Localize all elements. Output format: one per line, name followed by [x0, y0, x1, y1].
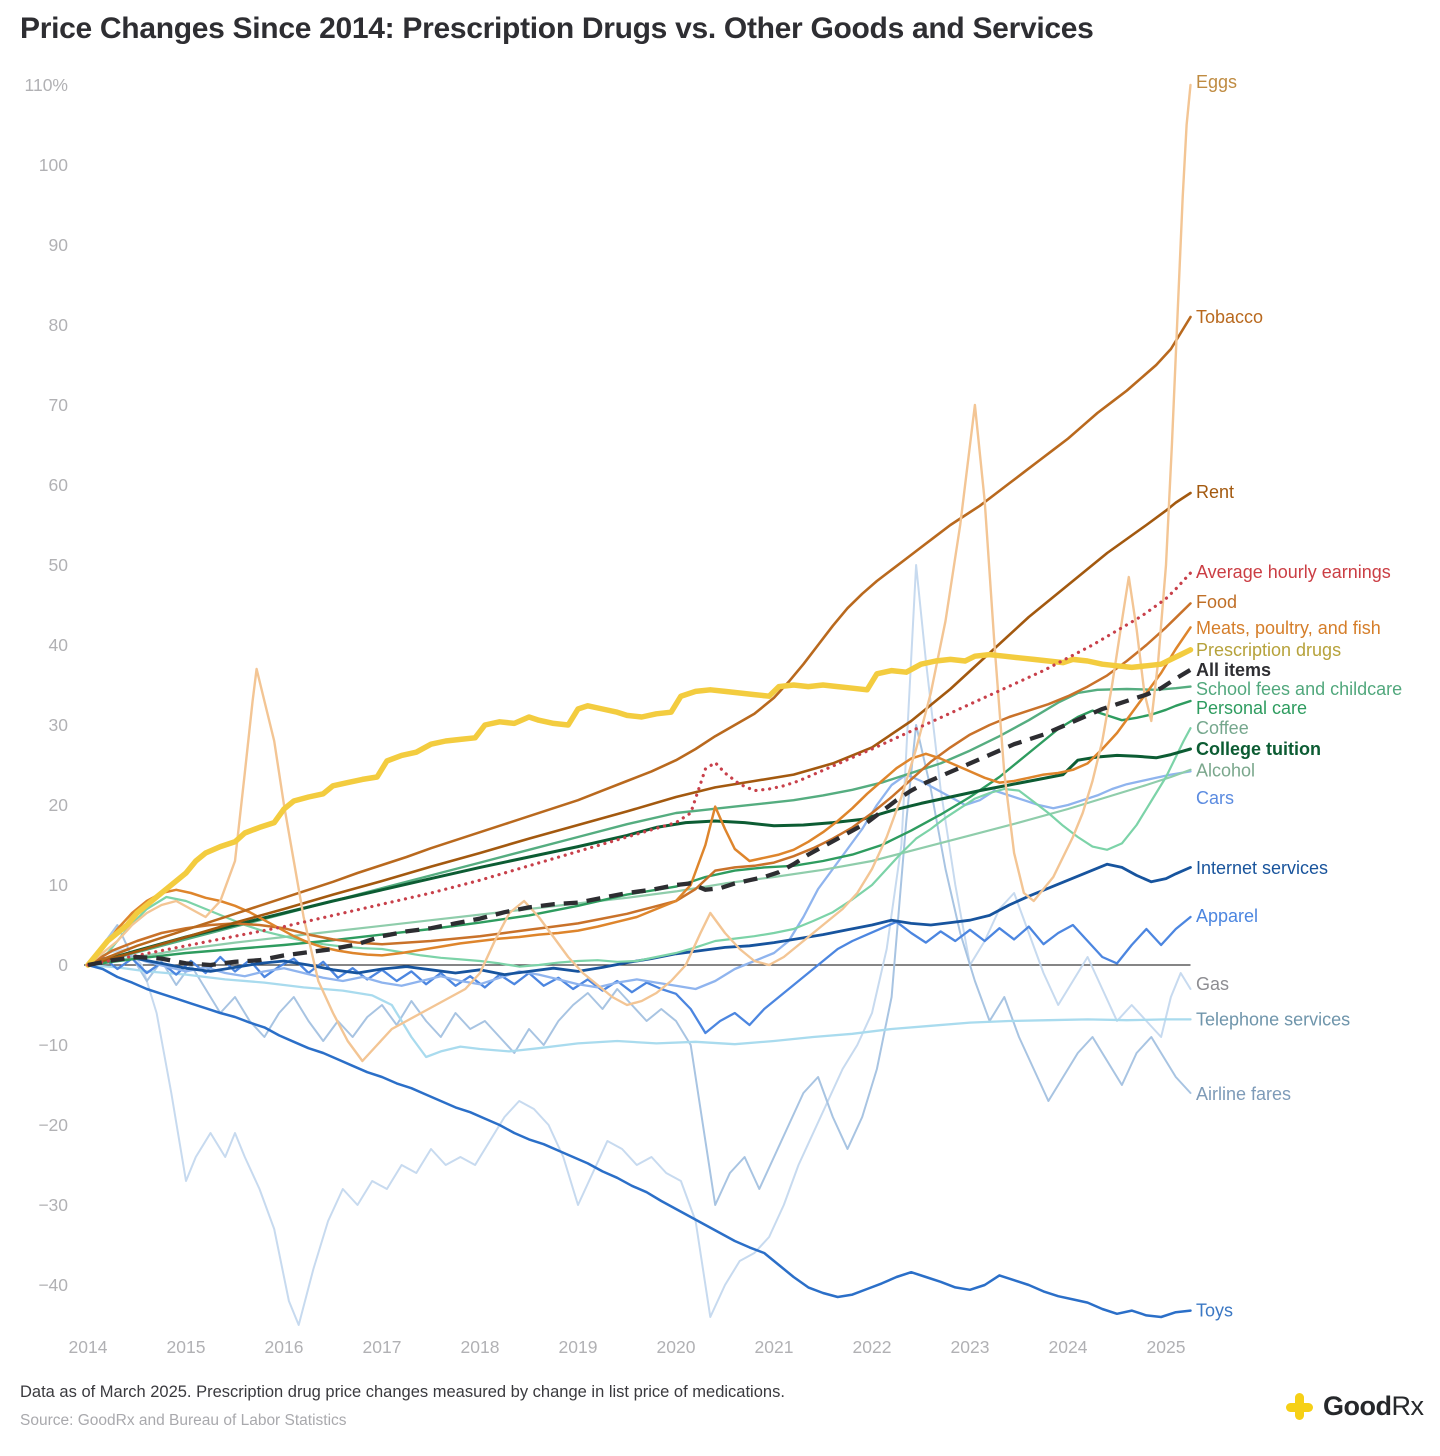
series-line-coffee — [86, 727, 1192, 968]
series-label-cars: Cars — [1196, 788, 1234, 808]
y-axis-tick-100: 100 — [39, 155, 68, 175]
y-axis-tick--30: −30 — [38, 1195, 68, 1215]
series-label-gas: Gas — [1196, 974, 1229, 994]
x-axis-tick-2017: 2017 — [363, 1337, 402, 1357]
footnote-data-note: Data as of March 2025. Prescription drug… — [20, 1383, 785, 1401]
x-axis-tick-2018: 2018 — [461, 1337, 500, 1357]
y-axis-tick--10: −10 — [38, 1035, 68, 1055]
x-axis-tick-2016: 2016 — [265, 1337, 304, 1357]
series-line-prescription_drugs — [85, 647, 1194, 968]
series-line-college_tuition — [86, 747, 1192, 967]
series-line-apparel — [86, 915, 1192, 1035]
y-axis-tick-80: 80 — [49, 315, 69, 335]
goodrx-wordmark-good: Good — [1323, 1390, 1392, 1421]
series-label-apparel: Apparel — [1196, 906, 1258, 926]
x-axis-tick-2021: 2021 — [755, 1337, 794, 1357]
y-axis-tick-90: 90 — [49, 235, 69, 255]
goodrx-wordmark: GoodRx — [1323, 1390, 1424, 1422]
x-axis-tick-2023: 2023 — [951, 1337, 990, 1357]
series-line-internet_services — [86, 862, 1192, 976]
y-axis-tick--40: −40 — [38, 1275, 68, 1295]
series-label-internet_services: Internet services — [1196, 858, 1328, 878]
series-line-tobacco — [86, 315, 1192, 967]
series-label-all_items: All items — [1196, 660, 1271, 680]
series-label-personal_care: Personal care — [1196, 698, 1307, 718]
x-axis-tick-2024: 2024 — [1049, 1337, 1088, 1357]
goodrx-logo: GoodRx — [1283, 1390, 1424, 1422]
series-label-rent: Rent — [1196, 482, 1234, 502]
series-line-cars — [86, 770, 1192, 991]
y-axis-tick-60: 60 — [49, 475, 69, 495]
footnote-source: Source: GoodRx and Bureau of Labor Stati… — [20, 1412, 347, 1429]
x-axis-tick-2014: 2014 — [69, 1337, 108, 1357]
series-label-toys: Toys — [1196, 1301, 1233, 1321]
y-axis-tick-20: 20 — [49, 795, 69, 815]
series-line-personal_care — [86, 699, 1192, 967]
x-axis-tick-2022: 2022 — [853, 1337, 892, 1357]
x-axis-tick-2025: 2025 — [1147, 1337, 1186, 1357]
x-axis-tick-2020: 2020 — [657, 1337, 696, 1357]
series-label-school_fees: School fees and childcare — [1196, 679, 1402, 699]
y-axis-tick-10: 10 — [49, 875, 69, 895]
series-label-alcohol: Alcohol — [1196, 761, 1255, 781]
y-axis-tick-110: 110% — [25, 75, 68, 95]
series-line-toys — [86, 963, 1192, 1319]
series-line-alcohol — [86, 768, 1192, 967]
y-axis-tick-30: 30 — [49, 715, 69, 735]
series-line-eggs — [86, 83, 1192, 1063]
y-axis-tick-70: 70 — [49, 395, 69, 415]
series-line-rent — [86, 491, 1192, 967]
series-label-food: Food — [1196, 592, 1237, 612]
series-line-meats — [86, 626, 1192, 967]
series-line-telephone_services — [86, 963, 1192, 1059]
series-line-airline_fares — [87, 724, 1192, 1206]
series-label-eggs: Eggs — [1196, 72, 1237, 92]
series-label-airline_fares: Airline fares — [1196, 1084, 1291, 1104]
goodrx-cross-icon — [1286, 1393, 1313, 1420]
y-axis-tick-0: 0 — [58, 955, 68, 975]
goodrx-wordmark-rx: Rx — [1391, 1390, 1424, 1421]
x-axis-tick-2015: 2015 — [167, 1337, 206, 1357]
series-label-telephone_services: Telephone services — [1196, 1009, 1350, 1029]
series-label-coffee: Coffee — [1196, 718, 1249, 738]
series-label-avg_hourly_earnings: Average hourly earnings — [1196, 562, 1391, 582]
series-line-avg_hourly_earnings — [86, 571, 1193, 967]
series-line-gas — [87, 564, 1192, 1326]
x-axis-tick-2019: 2019 — [559, 1337, 598, 1357]
series-line-food — [86, 602, 1192, 967]
y-axis-tick--20: −20 — [38, 1115, 68, 1135]
series-label-tobacco: Tobacco — [1196, 307, 1263, 327]
series-label-meats: Meats, poultry, and fish — [1196, 618, 1381, 638]
y-axis-tick-50: 50 — [49, 555, 69, 575]
y-axis-tick-40: 40 — [49, 635, 69, 655]
series-line-all_items — [87, 667, 1192, 968]
page-title: Price Changes Since 2014: Prescription D… — [20, 12, 1094, 45]
series-label-prescription_drugs: Prescription drugs — [1196, 640, 1341, 660]
series-label-college_tuition: College tuition — [1196, 739, 1321, 759]
